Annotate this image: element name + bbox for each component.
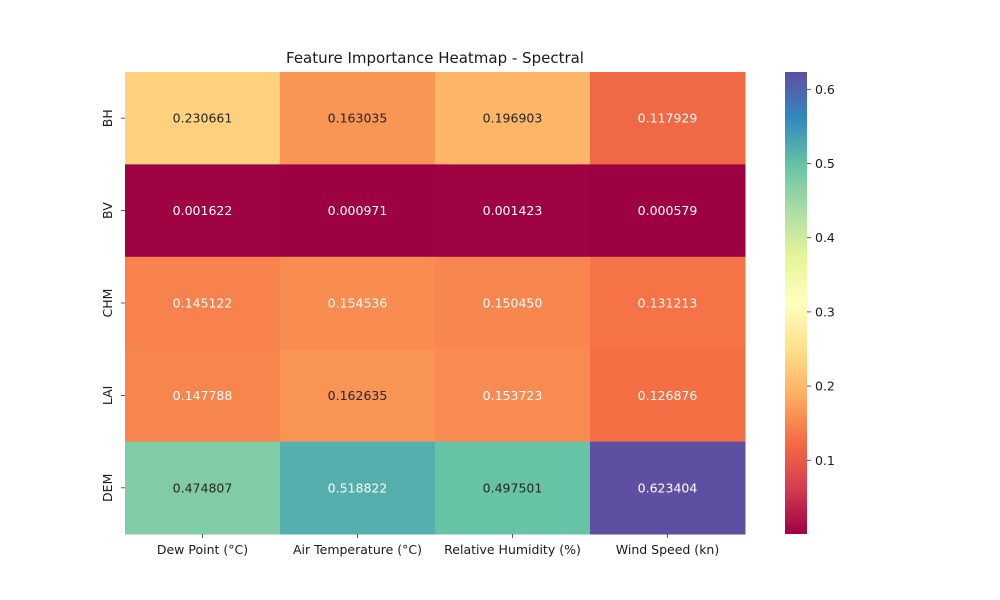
heatmap-cell bbox=[590, 441, 746, 535]
heatmap-cells bbox=[125, 72, 746, 535]
heatmap-cell-label: 0.154536 bbox=[328, 296, 388, 311]
heatmap-cell-label: 0.474807 bbox=[173, 480, 233, 495]
heatmap-cell bbox=[125, 256, 281, 350]
heatmap-cell-label: 0.001423 bbox=[483, 203, 543, 218]
heatmap-cell bbox=[280, 72, 436, 165]
x-axis-tick-label: Dew Point (°C) bbox=[157, 542, 248, 557]
heatmap-cell-label: 0.623404 bbox=[638, 480, 698, 495]
heatmap-cell bbox=[590, 164, 746, 258]
heatmap-cell bbox=[435, 441, 591, 535]
heatmap-cell-label: 0.126876 bbox=[638, 388, 698, 403]
heatmap-cell-label: 0.131213 bbox=[638, 296, 698, 311]
heatmap-cell bbox=[280, 164, 436, 258]
colorbar-tick-label: 0.1 bbox=[815, 453, 835, 468]
y-axis-tick-label: LAI bbox=[100, 386, 115, 406]
heatmap-cell-label: 0.518822 bbox=[328, 480, 388, 495]
x-axis-tick-label: Wind Speed (kn) bbox=[616, 542, 719, 557]
y-axis-tick-labels: BH BV CHM LAI DEM bbox=[100, 109, 125, 502]
heatmap-cell bbox=[125, 164, 281, 258]
heatmap-cell-label: 0.145122 bbox=[173, 296, 233, 311]
colorbar-tick-label: 0.4 bbox=[815, 230, 835, 245]
y-axis-tick-label: BH bbox=[100, 109, 115, 127]
heatmap-cell-label: 0.000579 bbox=[638, 203, 698, 218]
colorbar: 0.1 0.2 0.3 0.4 0.5 0.6 bbox=[785, 72, 835, 534]
heatmap-cell bbox=[435, 164, 591, 258]
heatmap-cell-label: 0.162635 bbox=[328, 388, 388, 403]
colorbar-tick-label: 0.5 bbox=[815, 156, 835, 171]
colorbar-gradient bbox=[785, 72, 807, 534]
heatmap-cell-label: 0.230661 bbox=[173, 111, 233, 126]
heatmap-cell bbox=[435, 72, 591, 165]
heatmap-cell bbox=[590, 256, 746, 350]
heatmap-cell bbox=[125, 441, 281, 535]
heatmap-cell bbox=[125, 72, 281, 165]
colorbar-tick-label: 0.6 bbox=[815, 82, 835, 97]
y-axis-tick-label: BV bbox=[100, 202, 115, 219]
heatmap-cell-label: 0.117929 bbox=[638, 111, 698, 126]
heatmap-cell-label: 0.497501 bbox=[483, 480, 543, 495]
heatmap-cell-label: 0.000971 bbox=[328, 203, 388, 218]
y-axis-tick-label: CHM bbox=[100, 289, 115, 318]
heatmap-cell-label: 0.150450 bbox=[483, 296, 543, 311]
colorbar-tick-label: 0.2 bbox=[815, 379, 835, 394]
chart-title: Feature Importance Heatmap - Spectral bbox=[286, 49, 584, 67]
heatmap-cell bbox=[590, 72, 746, 165]
heatmap-cell bbox=[435, 256, 591, 350]
colorbar-tick-label: 0.3 bbox=[815, 304, 835, 319]
heatmap-cell bbox=[590, 349, 746, 443]
heatmap-cell-label: 0.196903 bbox=[483, 111, 543, 126]
heatmap-cell-label: 0.163035 bbox=[328, 111, 388, 126]
heatmap-cell-label: 0.153723 bbox=[483, 388, 543, 403]
y-axis-tick-label: DEM bbox=[100, 474, 115, 502]
x-axis-tick-label: Relative Humidity (%) bbox=[444, 542, 581, 557]
heatmap-cell bbox=[435, 349, 591, 443]
heatmap-cell bbox=[125, 349, 281, 443]
heatmap-cell bbox=[280, 256, 436, 350]
heatmap-cell-label: 0.147788 bbox=[173, 388, 233, 403]
colorbar-ticks: 0.1 0.2 0.3 0.4 0.5 0.6 bbox=[807, 82, 835, 468]
heatmap-cell bbox=[280, 349, 436, 443]
heatmap-cell-label: 0.001622 bbox=[173, 203, 233, 218]
heatmap-cell bbox=[280, 441, 436, 535]
x-axis-tick-labels: Dew Point (°C) Air Temperature (°C) Relati… bbox=[157, 534, 719, 557]
heatmap-cell-labels: 0.230661 0.163035 0.196903 0.117929 0.001622… bbox=[173, 111, 698, 496]
x-axis-tick-label: Air Temperature (°C) bbox=[293, 542, 422, 557]
